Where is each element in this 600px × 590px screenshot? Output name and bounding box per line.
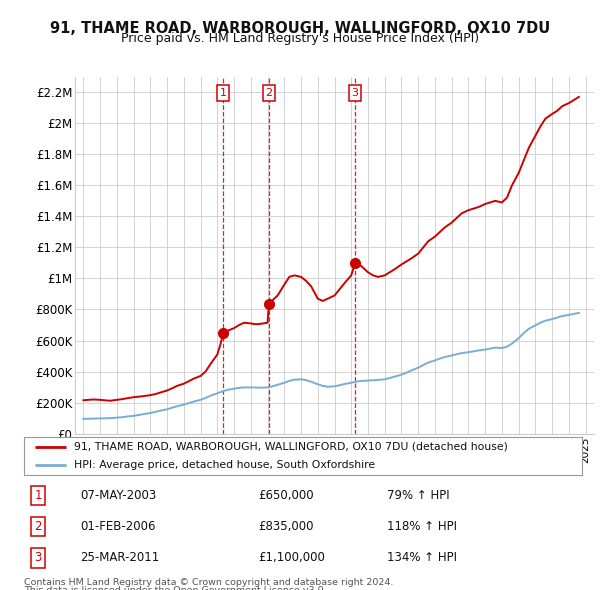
Text: 118% ↑ HPI: 118% ↑ HPI (387, 520, 457, 533)
Text: 79% ↑ HPI: 79% ↑ HPI (387, 489, 449, 502)
Text: 1: 1 (220, 88, 227, 98)
Text: 3: 3 (352, 88, 359, 98)
Text: £650,000: £650,000 (259, 489, 314, 502)
Text: HPI: Average price, detached house, South Oxfordshire: HPI: Average price, detached house, Sout… (74, 460, 376, 470)
Text: 91, THAME ROAD, WARBOROUGH, WALLINGFORD, OX10 7DU: 91, THAME ROAD, WARBOROUGH, WALLINGFORD,… (50, 21, 550, 35)
Text: 134% ↑ HPI: 134% ↑ HPI (387, 551, 457, 564)
Text: 25-MAR-2011: 25-MAR-2011 (80, 551, 159, 564)
Text: 2: 2 (265, 88, 272, 98)
Text: £835,000: £835,000 (259, 520, 314, 533)
Text: This data is licensed under the Open Government Licence v3.0.: This data is licensed under the Open Gov… (24, 586, 326, 590)
Text: 1: 1 (34, 489, 42, 502)
Text: 2: 2 (34, 520, 42, 533)
Text: £1,100,000: £1,100,000 (259, 551, 325, 564)
Text: 3: 3 (34, 551, 41, 564)
Text: 07-MAY-2003: 07-MAY-2003 (80, 489, 156, 502)
Text: Contains HM Land Registry data © Crown copyright and database right 2024.: Contains HM Land Registry data © Crown c… (24, 578, 394, 587)
Text: Price paid vs. HM Land Registry's House Price Index (HPI): Price paid vs. HM Land Registry's House … (121, 32, 479, 45)
Text: 01-FEB-2006: 01-FEB-2006 (80, 520, 155, 533)
Text: 91, THAME ROAD, WARBOROUGH, WALLINGFORD, OX10 7DU (detached house): 91, THAME ROAD, WARBOROUGH, WALLINGFORD,… (74, 442, 508, 452)
